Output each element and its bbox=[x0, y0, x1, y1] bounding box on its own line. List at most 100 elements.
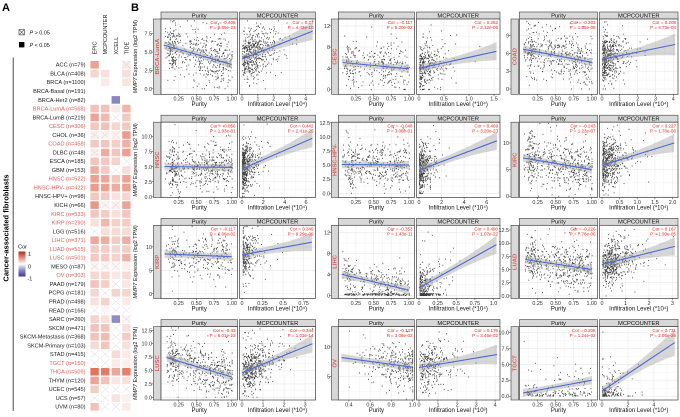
svg-text:5.0: 5.0 bbox=[323, 163, 331, 169]
svg-text:3: 3 bbox=[506, 69, 509, 75]
svg-text:P = 3.46e-02: P = 3.46e-02 bbox=[472, 333, 498, 338]
svg-text:5.0: 5.0 bbox=[502, 362, 510, 368]
svg-text:Cor = 0.490: Cor = 0.490 bbox=[474, 227, 498, 232]
svg-text:P = 3.08e-02: P = 3.08e-02 bbox=[387, 333, 413, 338]
svg-text:GBM (n=153): GBM (n=153) bbox=[52, 168, 86, 174]
svg-text:Cor = -0.353: Cor = -0.353 bbox=[387, 227, 413, 232]
svg-text:0: 0 bbox=[418, 301, 421, 307]
svg-text:P = 1.78e-06: P = 1.78e-06 bbox=[650, 128, 676, 133]
svg-text:Cor = 0.208: Cor = 0.208 bbox=[652, 20, 676, 25]
svg-text:5: 5 bbox=[149, 268, 152, 274]
svg-text:Cor = 0.176: Cor = 0.176 bbox=[474, 328, 498, 333]
svg-text:10: 10 bbox=[324, 345, 330, 351]
svg-text:DLBC (n=48): DLBC (n=48) bbox=[53, 150, 86, 156]
svg-text:12.5: 12.5 bbox=[499, 228, 510, 234]
svg-text:0.4: 0.4 bbox=[345, 402, 353, 408]
svg-text:P > 0.05: P > 0.05 bbox=[30, 30, 50, 36]
svg-text:7.5: 7.5 bbox=[145, 32, 153, 38]
svg-text:Infiltration Level (*10⁴): Infiltration Level (*10⁴) bbox=[248, 305, 307, 312]
svg-text:HNSC: HNSC bbox=[155, 151, 161, 168]
svg-text:BRCA-LumA (n=568): BRCA-LumA (n=568) bbox=[33, 107, 86, 113]
svg-text:4: 4 bbox=[304, 97, 307, 103]
svg-text:0.75: 0.75 bbox=[386, 97, 397, 103]
svg-text:0.50: 0.50 bbox=[191, 97, 202, 103]
svg-text:2: 2 bbox=[627, 402, 630, 408]
svg-text:0: 0 bbox=[506, 194, 509, 200]
svg-text:CESC (n=306): CESC (n=306) bbox=[49, 124, 86, 130]
svg-text:P = 1.07e-22: P = 1.07e-22 bbox=[472, 232, 498, 237]
svg-text:PRAD (n=498): PRAD (n=498) bbox=[49, 300, 86, 306]
svg-text:0: 0 bbox=[506, 87, 509, 93]
svg-text:Cor = 0.442: Cor = 0.442 bbox=[290, 123, 314, 128]
svg-text:PAAD (n=179): PAAD (n=179) bbox=[50, 282, 86, 288]
svg-text:MESO (n=87): MESO (n=87) bbox=[51, 264, 85, 270]
svg-text:1.00: 1.00 bbox=[586, 200, 597, 206]
svg-text:10: 10 bbox=[146, 245, 152, 251]
svg-text:HNSC (n=522): HNSC (n=522) bbox=[49, 177, 86, 183]
svg-text:0.25: 0.25 bbox=[532, 301, 543, 307]
svg-text:Purity: Purity bbox=[551, 408, 566, 414]
svg-text:Cor = 0.469: Cor = 0.469 bbox=[474, 123, 498, 128]
svg-text:0.50: 0.50 bbox=[550, 402, 561, 408]
svg-text:0.25: 0.25 bbox=[532, 97, 543, 103]
svg-text:Infiltration Level (*10⁴): Infiltration Level (*10⁴) bbox=[609, 407, 668, 414]
svg-text:0.25: 0.25 bbox=[532, 200, 543, 206]
svg-text:0.75: 0.75 bbox=[386, 200, 397, 206]
svg-text:P = 3.08e-01: P = 3.08e-01 bbox=[387, 128, 413, 133]
svg-text:P = 3.20e-23: P = 3.20e-23 bbox=[472, 128, 498, 133]
svg-text:0: 0 bbox=[241, 97, 244, 103]
svg-text:LUSC: LUSC bbox=[155, 355, 161, 372]
svg-text:Purity: Purity bbox=[369, 306, 384, 312]
svg-text:2.5: 2.5 bbox=[145, 68, 153, 74]
svg-text:6: 6 bbox=[305, 200, 308, 206]
svg-text:P = 1.24e-02: P = 1.24e-02 bbox=[570, 333, 596, 338]
svg-text:ESCA (n=185): ESCA (n=185) bbox=[50, 159, 86, 165]
svg-text:P = 6.06e-02: P = 6.06e-02 bbox=[210, 232, 236, 237]
svg-text:10.0: 10.0 bbox=[499, 241, 510, 247]
svg-text:Purity: Purity bbox=[551, 205, 566, 211]
svg-text:5.0: 5.0 bbox=[502, 268, 510, 274]
svg-text:P = 4.73e-04: P = 4.73e-04 bbox=[650, 25, 676, 30]
svg-text:LIHC (n=371): LIHC (n=371) bbox=[52, 238, 86, 244]
svg-text:0.75: 0.75 bbox=[209, 200, 220, 206]
svg-text:0.5: 0.5 bbox=[453, 301, 461, 307]
svg-text:MCPCOUNTER: MCPCOUNTER bbox=[257, 117, 299, 123]
svg-text:Infiltration Level (*10⁴): Infiltration Level (*10⁴) bbox=[248, 204, 307, 211]
svg-text:Purity: Purity bbox=[551, 13, 566, 19]
svg-text:1.00: 1.00 bbox=[586, 402, 597, 408]
svg-text:Cor = -0.243: Cor = -0.243 bbox=[570, 123, 596, 128]
svg-text:P = 8.89e-23: P = 8.89e-23 bbox=[210, 25, 236, 30]
svg-text:Purity: Purity bbox=[369, 220, 384, 226]
svg-text:TIDE: TIDE bbox=[124, 41, 130, 54]
svg-text:TGCT: TGCT bbox=[513, 355, 519, 371]
svg-text:MCPCOUNTER: MCPCOUNTER bbox=[257, 13, 299, 19]
svg-text:7.5: 7.5 bbox=[502, 254, 510, 260]
svg-text:1.00: 1.00 bbox=[227, 200, 238, 206]
svg-text:Cor: Cor bbox=[18, 245, 27, 251]
svg-text:5: 5 bbox=[506, 168, 509, 174]
svg-text:Purity: Purity bbox=[551, 220, 566, 226]
svg-text:Infiltration Level (*10⁴): Infiltration Level (*10⁴) bbox=[429, 204, 488, 211]
svg-text:Cancer-associated fibroblasts: Cancer-associated fibroblasts bbox=[2, 174, 11, 281]
svg-text:Cor = 0.344: Cor = 0.344 bbox=[290, 328, 314, 333]
svg-text:0.25: 0.25 bbox=[257, 301, 268, 307]
svg-text:Purity: Purity bbox=[369, 321, 384, 327]
svg-text:0.75: 0.75 bbox=[209, 97, 220, 103]
svg-text:0.0: 0.0 bbox=[323, 191, 331, 197]
svg-text:Cor = -0.056: Cor = -0.056 bbox=[210, 123, 236, 128]
svg-text:0.50: 0.50 bbox=[191, 200, 202, 206]
svg-text:UCS (n=57): UCS (n=57) bbox=[56, 396, 86, 402]
svg-text:Infiltration Level (*10⁴): Infiltration Level (*10⁴) bbox=[609, 204, 668, 211]
svg-text:Cor = 0.731: Cor = 0.731 bbox=[652, 328, 676, 333]
svg-text:MCPCOUNTER: MCPCOUNTER bbox=[618, 13, 660, 19]
svg-text:Cor = -0.048: Cor = -0.048 bbox=[387, 123, 413, 128]
svg-text:Infiltration Level (*10⁴): Infiltration Level (*10⁴) bbox=[248, 407, 307, 414]
svg-text:BRCA-LumA: BRCA-LumA bbox=[155, 38, 161, 74]
svg-text:Infiltration Level (*10⁴): Infiltration Level (*10⁴) bbox=[248, 101, 307, 108]
svg-text:TGCT (n=150): TGCT (n=150) bbox=[49, 361, 85, 367]
svg-text:1.0: 1.0 bbox=[633, 200, 641, 206]
svg-text:MCPCOUNTER: MCPCOUNTER bbox=[257, 321, 299, 327]
svg-text:LUAD (n=515): LUAD (n=515) bbox=[50, 247, 86, 253]
svg-text:MCPCOUNTER: MCPCOUNTER bbox=[437, 13, 479, 19]
svg-text:LUSC (n=501): LUSC (n=501) bbox=[50, 256, 86, 262]
